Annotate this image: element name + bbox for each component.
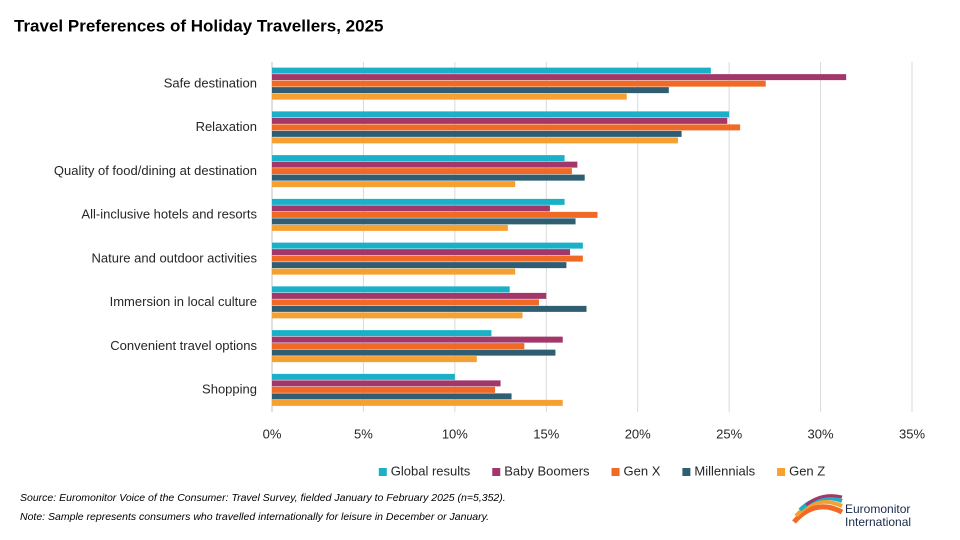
brand-name: Euromonitor [845,502,910,516]
bar [272,124,741,131]
bar [272,93,627,100]
bar [272,130,682,137]
bar [272,262,567,269]
legend-label: Global results [391,463,471,478]
y-tick-label: All-inclusive hotels and resorts [81,207,257,222]
legend-label: Millennials [694,463,755,478]
sample-note: Note: Sample represents consumers who tr… [20,511,489,523]
bar [272,67,711,74]
y-tick-label: Nature and outdoor activities [92,250,258,265]
bar [272,205,550,212]
bar [272,174,585,181]
bar [272,373,455,380]
logo-arc [794,499,843,518]
bar [272,399,563,406]
legend-label: Gen X [624,463,661,478]
bar [272,155,565,162]
x-tick-label: 15% [533,426,559,441]
brand-logo: Euromonitor International [792,494,911,529]
bar [272,299,539,306]
y-tick-label: Safe destination [164,75,257,90]
x-tick-label: 0% [263,426,282,441]
bar [272,137,678,144]
y-tick-label: Convenient travel options [110,338,257,353]
bar [272,198,565,205]
x-tick-label: 5% [354,426,373,441]
x-tick-label: 20% [625,426,651,441]
bar [272,380,501,387]
x-tick-label: 30% [808,426,834,441]
source-note: Source: Euromonitor Voice of the Consume… [20,492,506,504]
legend-marker [611,468,620,476]
legend-marker [492,468,501,476]
bar [272,336,563,343]
bar [272,242,583,249]
bar [272,211,598,218]
bar [272,356,477,363]
legend-label: Baby Boomers [504,463,590,478]
bar [272,161,578,168]
bar [272,74,847,81]
bar [272,117,728,124]
y-tick-label: Shopping [202,382,257,397]
bar [272,249,571,256]
bar [272,292,547,299]
bar [272,330,492,337]
bar [272,80,766,87]
x-tick-label: 10% [442,426,468,441]
legend-marker [682,468,691,476]
y-tick-label: Relaxation [196,119,257,134]
bar [272,305,587,312]
x-tick-label: 35% [899,426,925,441]
bar [272,343,525,350]
logo-arc [792,504,844,524]
bar [272,168,572,175]
bar [272,393,512,400]
bar [272,181,516,188]
bar [272,312,523,319]
bar [272,224,508,231]
bar [272,268,516,275]
bar [272,87,669,94]
legend-marker [378,468,387,476]
logo-arc [805,494,843,507]
bar [272,111,730,118]
x-tick-label: 25% [716,426,742,441]
bar [272,255,583,262]
chart-title: Travel Preferences of Holiday Travellers… [14,16,384,35]
bar [272,349,556,356]
legend-marker [777,468,786,476]
brand-name: International [845,515,911,529]
y-tick-label: Immersion in local culture [110,294,257,309]
bar [272,386,496,393]
bar [272,218,576,225]
y-tick-label: Quality of food/dining at destination [54,163,257,178]
bar [272,286,510,293]
legend-label: Gen Z [789,463,825,478]
